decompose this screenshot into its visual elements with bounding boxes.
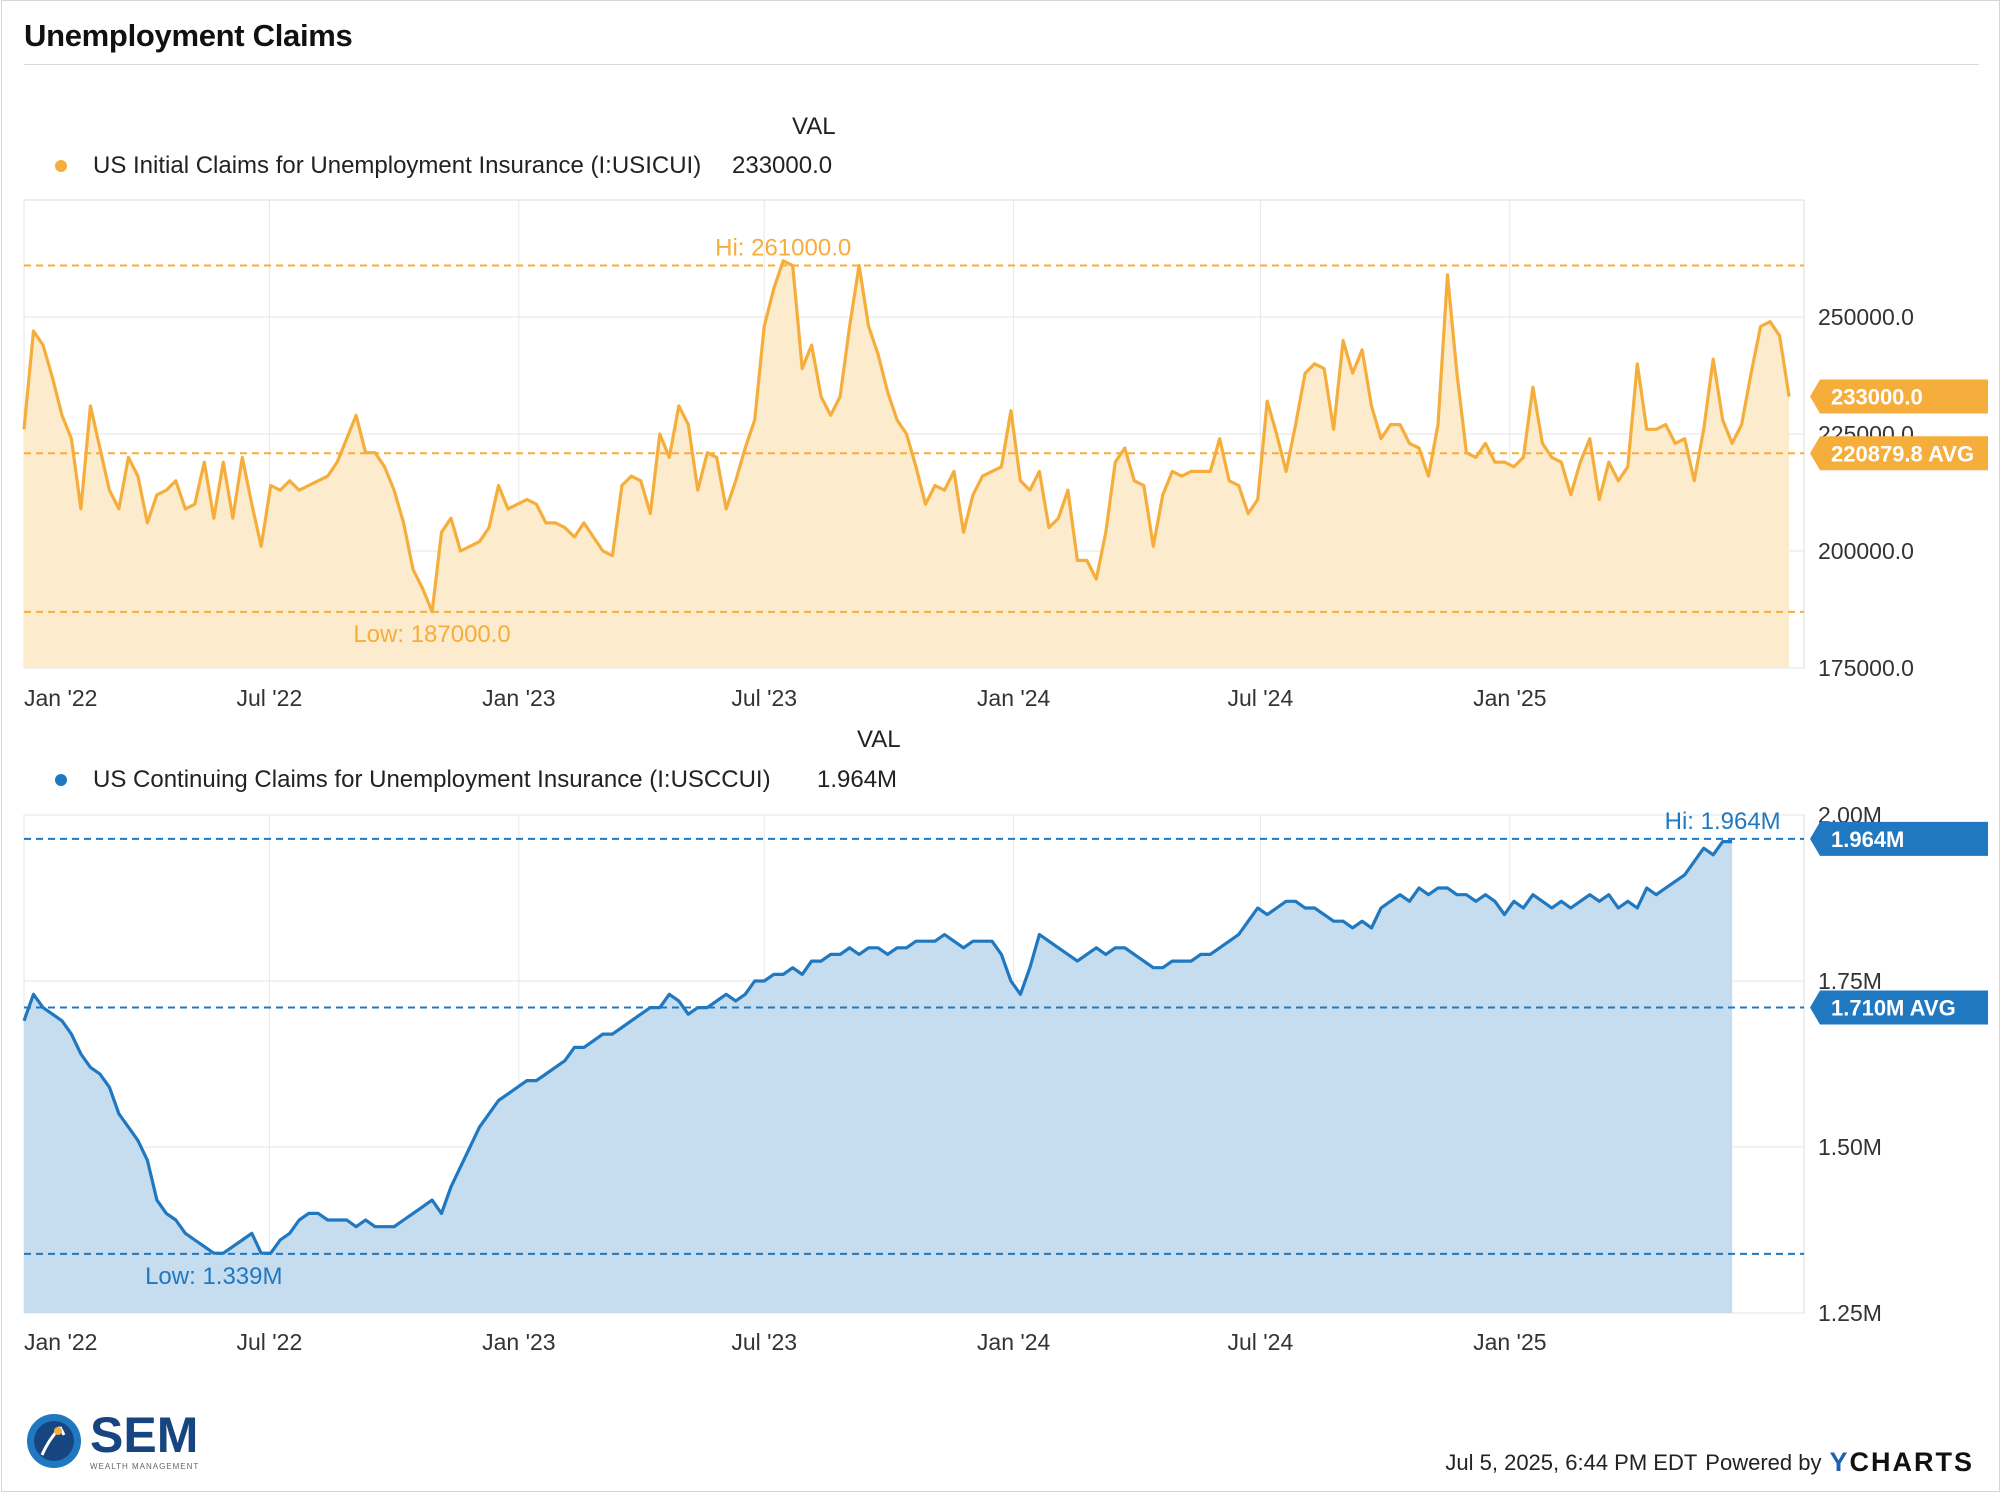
initial-x-tick-label: Jul '24 [1227,685,1293,711]
initial-x-tick-label: Jan '24 [977,685,1051,711]
continuing-avg-badge-text: 1.710M AVG [1831,996,1956,1021]
initial-x-tick-label: Jan '22 [24,685,97,711]
initial-latest-badge-shape [1810,379,1988,414]
initial-legend[interactable]: US Initial Claims for Unemployment Insur… [55,152,832,180]
sem-logo: SEM WEALTH MANAGEMENT [24,1410,199,1471]
continuing-hi-label: Hi: 1.964M [1665,808,1781,835]
footer-timestamp: Jul 5, 2025, 6:44 PM EDT [1445,1449,1698,1475]
initial-x-tick-label: Jan '25 [1473,685,1546,711]
continuing-y-tick-label: 1.25M [1818,1300,1882,1326]
initial-x-tick-label: Jul '22 [236,685,302,711]
continuing-avg-badge: 1.710M AVG [1810,990,1988,1025]
ycharts-logo-accent: Y [1829,1447,1850,1477]
continuing-x-tick-label: Jan '23 [482,1329,555,1355]
continuing-x-tick-label: Jan '24 [977,1329,1051,1355]
initial-y-tick-label: 200000.0 [1818,538,1914,564]
page-title: Unemployment Claims [24,18,353,53]
continuing-legend-value: 1.964M [817,766,898,793]
initial-latest-badge-text: 233000.0 [1831,385,1923,410]
continuing-x-tick-label: Jan '25 [1473,1329,1546,1355]
continuing-x-tick-label: Jan '22 [24,1329,97,1355]
initial-y-tick-label: 250000.0 [1818,304,1914,330]
sem-logo-sub: WEALTH MANAGEMENT [90,1462,200,1471]
initial-avg-badge-shape [1810,436,1988,471]
continuing-latest-badge-text: 1.964M [1831,827,1904,852]
initial-hi-label: Hi: 261000.0 [715,235,851,262]
continuing-area-fill [24,841,1733,1313]
continuing-legend-dot-icon [55,774,67,786]
initial-low-label: Low: 187000.0 [353,621,510,648]
initial-avg-badge-text: 220879.8 AVG [1831,441,1974,466]
continuing-series-line [22,840,1733,1255]
continuing-x-tick-label: Jul '23 [731,1329,797,1355]
continuing-legend[interactable]: US Continuing Claims for Unemployment In… [55,766,897,794]
continuing-y-tick-label: 1.50M [1818,1134,1882,1160]
continuing-val-header: VAL [857,726,901,753]
continuing-latest-badge: 1.964M [1810,821,1988,856]
initial-legend-value: 233000.0 [732,152,833,179]
ycharts-logo[interactable]: YCHARTS [1829,1447,1974,1478]
sem-logo-icon [27,1413,81,1468]
initial-avg-badge: 220879.8 AVG [1810,436,1988,471]
continuing-low-label: Low: 1.339M [145,1263,282,1290]
continuing-x-tick-label: Jul '22 [236,1329,302,1355]
continuing-x-tick-label: Jul '24 [1227,1329,1293,1355]
ycharts-logo-rest: CHARTS [1849,1447,1974,1477]
footer-powered-by: Powered by [1705,1449,1822,1475]
initial-series-line [22,259,1791,614]
continuing-avg-badge-shape [1810,990,1988,1025]
title-divider [24,64,1979,65]
initial-y-tick-label: 175000.0 [1818,655,1914,681]
continuing-y-tick-label: 1.75M [1818,968,1882,994]
continuing-latest-badge-shape [1810,821,1988,856]
initial-legend-label: US Initial Claims for Unemployment Insur… [93,152,702,179]
initial-x-tick-label: Jul '23 [731,685,797,711]
continuing-legend-label: US Continuing Claims for Unemployment In… [93,766,771,793]
initial-area-fill [24,260,1790,668]
initial-val-header: VAL [792,113,836,140]
footer: Jul 5, 2025, 6:44 PM EDT Powered by YCHA… [1445,1447,1974,1478]
initial-x-tick-label: Jan '23 [482,685,555,711]
initial-latest-badge: 233000.0 [1810,379,1988,414]
sem-logo-word: SEM [90,1407,199,1463]
initial-legend-dot-icon [55,160,67,172]
